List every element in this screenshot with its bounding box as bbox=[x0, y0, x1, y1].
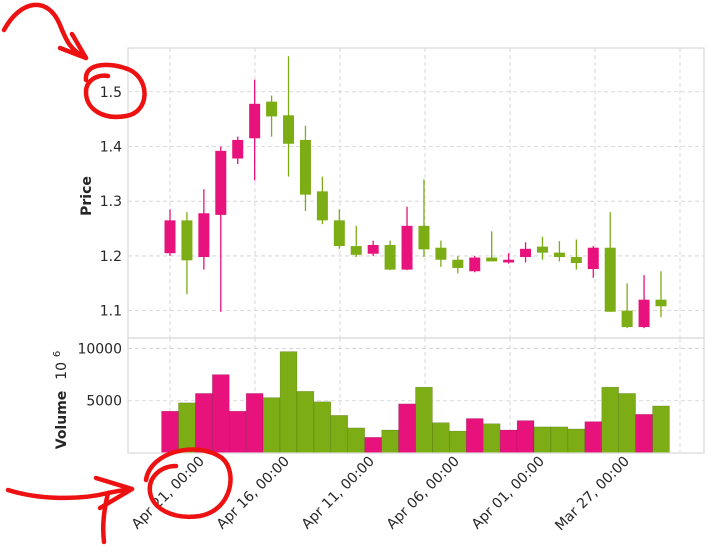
candle-body bbox=[299, 139, 311, 195]
volume-bar bbox=[466, 418, 484, 454]
volume-bar bbox=[178, 402, 196, 454]
volume-bar bbox=[262, 397, 281, 454]
volume-bar bbox=[449, 430, 467, 454]
candle-body bbox=[215, 150, 227, 215]
price-axis-label: Price bbox=[79, 176, 95, 216]
volume-bar bbox=[635, 414, 653, 454]
candle-body bbox=[452, 259, 464, 268]
volume-bar bbox=[584, 421, 602, 454]
x-tick-label: Apr 11, 00:00 bbox=[299, 454, 378, 533]
candle-body bbox=[283, 115, 295, 144]
volume-bar-series bbox=[161, 351, 670, 454]
volume-y-tick-labels: 5000 10000 bbox=[77, 341, 122, 409]
volume-bar bbox=[516, 420, 535, 454]
price-y-tick-labels: 1.1 1.2 1.3 1.4 1.5 bbox=[100, 85, 122, 320]
x-tick-labels: Apr 21, 00:00 Apr 16, 00:00 Apr 11, 00:00 A… bbox=[129, 454, 633, 535]
volume-axis-label: Volume 10 6 bbox=[52, 351, 70, 450]
candlestick-series bbox=[164, 56, 667, 329]
candle-body bbox=[401, 225, 413, 270]
volume-bar bbox=[381, 429, 399, 454]
volume-bar bbox=[533, 426, 552, 454]
annotation-overlay bbox=[1, 2, 233, 545]
candle-body bbox=[316, 191, 328, 221]
volume-bar bbox=[364, 437, 382, 454]
candle-body bbox=[384, 244, 396, 270]
candle-body bbox=[435, 247, 447, 260]
candle-body bbox=[536, 246, 548, 253]
candle-body bbox=[553, 252, 565, 258]
annotation-arrow-bottom bbox=[5, 486, 135, 501]
volume-bar bbox=[601, 386, 619, 454]
volume-bar bbox=[195, 393, 213, 454]
x-tick-label: Apr 01, 00:00 bbox=[469, 454, 548, 533]
price-y-tick-label: 1.2 bbox=[100, 249, 122, 265]
volume-bar bbox=[279, 351, 298, 454]
volume-bar bbox=[161, 410, 179, 454]
volume-bar bbox=[432, 422, 450, 454]
volume-bar bbox=[330, 415, 349, 454]
candle-body bbox=[587, 247, 599, 270]
candle-body bbox=[181, 220, 193, 261]
candle-body bbox=[655, 299, 667, 307]
candle-body bbox=[232, 139, 244, 159]
price-gridlines bbox=[128, 48, 704, 338]
annotation-arrow-bottom-hook bbox=[100, 490, 111, 545]
volume-bar bbox=[415, 386, 433, 454]
volume-bar bbox=[313, 401, 332, 454]
x-tick-label: Apr 06, 00:00 bbox=[384, 454, 463, 533]
price-y-tick-label: 1.1 bbox=[100, 304, 122, 320]
volume-bar bbox=[567, 428, 586, 454]
annotation-arrowhead-bottom bbox=[93, 475, 135, 511]
candle-body bbox=[638, 299, 650, 328]
candle-body bbox=[418, 225, 430, 250]
volume-bar bbox=[398, 403, 416, 454]
volume-y-tick-label: 10000 bbox=[77, 341, 122, 357]
volume-bar bbox=[229, 410, 247, 454]
candle-body bbox=[367, 244, 379, 254]
price-y-tick-label: 1.5 bbox=[100, 85, 122, 101]
candle-body bbox=[604, 247, 616, 312]
annotation-circle-top bbox=[83, 62, 147, 120]
volume-bar bbox=[550, 426, 569, 454]
volume-panel-frame bbox=[127, 337, 705, 454]
candle-body bbox=[469, 257, 481, 272]
price-y-tick-label: 1.4 bbox=[100, 139, 122, 155]
volume-axis-label-exponent: 10 bbox=[54, 362, 70, 380]
candle-body bbox=[249, 103, 261, 139]
candle-body bbox=[520, 248, 532, 258]
volume-bar bbox=[482, 423, 501, 454]
candle-body bbox=[621, 310, 633, 328]
candle-body bbox=[198, 213, 210, 258]
volume-bar bbox=[499, 429, 518, 454]
candle-body bbox=[570, 257, 582, 264]
candle-body bbox=[333, 220, 345, 247]
volume-bar bbox=[212, 374, 230, 454]
annotation-arrow-top bbox=[1, 2, 89, 61]
x-tick-label: Mar 27, 00:00 bbox=[552, 454, 633, 535]
candle-body bbox=[266, 101, 278, 117]
volume-bar bbox=[347, 427, 365, 454]
candle-body bbox=[503, 259, 515, 263]
volume-axis-label-text: Volume bbox=[54, 391, 70, 450]
annotation-arrowhead-top bbox=[57, 31, 89, 61]
annotation-circle-bottom bbox=[143, 447, 233, 520]
volume-bar bbox=[618, 393, 636, 454]
candle-body bbox=[164, 220, 176, 254]
volume-bar bbox=[296, 391, 315, 454]
candle-body bbox=[486, 257, 498, 262]
price-y-tick-label: 1.3 bbox=[100, 194, 122, 210]
volume-bar bbox=[652, 405, 670, 454]
volume-bar bbox=[245, 393, 264, 454]
volume-axis-label-power: 6 bbox=[52, 351, 63, 357]
candle-body bbox=[350, 246, 362, 255]
volume-y-tick-label: 5000 bbox=[86, 394, 122, 410]
